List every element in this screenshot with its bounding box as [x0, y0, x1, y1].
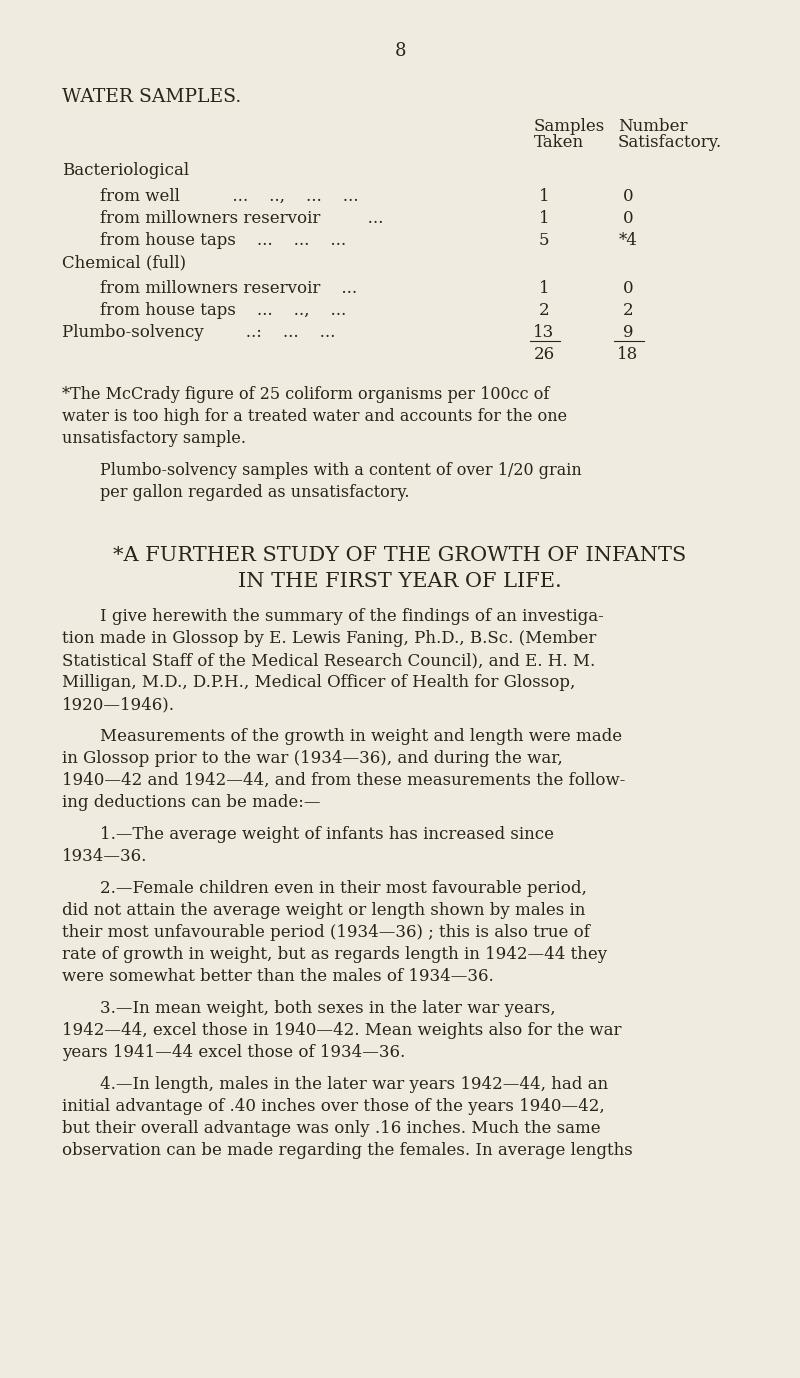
- Text: 1940—42 and 1942—44, and from these measurements the follow-: 1940—42 and 1942—44, and from these meas…: [62, 772, 626, 790]
- Text: 1: 1: [538, 209, 550, 227]
- Text: Taken: Taken: [534, 134, 584, 152]
- Text: tion made in Glossop by E. Lewis Faning, Ph.D., B.Sc. (Member: tion made in Glossop by E. Lewis Faning,…: [62, 630, 596, 648]
- Text: 1920—1946).: 1920—1946).: [62, 696, 175, 712]
- Text: 8: 8: [394, 41, 406, 61]
- Text: 1934—36.: 1934—36.: [62, 847, 147, 865]
- Text: *A FURTHER STUDY OF THE GROWTH OF INFANTS: *A FURTHER STUDY OF THE GROWTH OF INFANT…: [114, 546, 686, 565]
- Text: Statistical Staff of the Medical Research Council), and E. H. M.: Statistical Staff of the Medical Researc…: [62, 652, 595, 668]
- Text: 2.—Female children even in their most favourable period,: 2.—Female children even in their most fa…: [100, 881, 587, 897]
- Text: Chemical (full): Chemical (full): [62, 254, 186, 271]
- Text: 1942—44, excel those in 1940—42. Mean weights also for the war: 1942—44, excel those in 1940—42. Mean we…: [62, 1022, 622, 1039]
- Text: WATER SAMPLES.: WATER SAMPLES.: [62, 88, 242, 106]
- Text: 5: 5: [538, 232, 550, 249]
- Text: in Glossop prior to the war (1934—36), and during the war,: in Glossop prior to the war (1934—36), a…: [62, 750, 562, 768]
- Text: *4: *4: [618, 232, 638, 249]
- Text: IN THE FIRST YEAR OF LIFE.: IN THE FIRST YEAR OF LIFE.: [238, 572, 562, 591]
- Text: Measurements of the growth in weight and length were made: Measurements of the growth in weight and…: [100, 728, 622, 745]
- Text: from house taps    ...    ..,    ...: from house taps ... .., ...: [100, 302, 346, 318]
- Text: unsatisfactory sample.: unsatisfactory sample.: [62, 430, 246, 446]
- Text: Plumbo-solvency samples with a content of over 1/20 grain: Plumbo-solvency samples with a content o…: [100, 462, 582, 480]
- Text: ing deductions can be made:—: ing deductions can be made:—: [62, 794, 321, 812]
- Text: Satisfactory.: Satisfactory.: [618, 134, 722, 152]
- Text: 1: 1: [538, 187, 550, 205]
- Text: from millowners reservoir    ...: from millowners reservoir ...: [100, 280, 357, 298]
- Text: but their overall advantage was only .16 inches. Much the same: but their overall advantage was only .16…: [62, 1120, 601, 1137]
- Text: were somewhat better than the males of 1934—36.: were somewhat better than the males of 1…: [62, 967, 494, 985]
- Text: 18: 18: [618, 346, 638, 362]
- Text: 13: 13: [534, 324, 554, 340]
- Text: Plumbo-solvency        ..:    ...    ...: Plumbo-solvency ..: ... ...: [62, 324, 335, 340]
- Text: per gallon regarded as unsatisfactory.: per gallon regarded as unsatisfactory.: [100, 484, 410, 502]
- Text: Bacteriological: Bacteriological: [62, 163, 189, 179]
- Text: 0: 0: [622, 187, 634, 205]
- Text: 1: 1: [538, 280, 550, 298]
- Text: their most unfavourable period (1934—36) ; this is also true of: their most unfavourable period (1934—36)…: [62, 925, 590, 941]
- Text: initial advantage of .40 inches over those of the years 1940—42,: initial advantage of .40 inches over tho…: [62, 1098, 605, 1115]
- Text: 26: 26: [534, 346, 554, 362]
- Text: from well          ...    ..,    ...    ...: from well ... .., ... ...: [100, 187, 358, 205]
- Text: I give herewith the summary of the findings of an investiga-: I give herewith the summary of the findi…: [100, 608, 604, 626]
- Text: did not attain the average weight or length shown by males in: did not attain the average weight or len…: [62, 903, 586, 919]
- Text: Milligan, M.D., D.P.H., Medical Officer of Health for Glossop,: Milligan, M.D., D.P.H., Medical Officer …: [62, 674, 575, 690]
- Text: 2: 2: [622, 302, 634, 318]
- Text: 3.—In mean weight, both sexes in the later war years,: 3.—In mean weight, both sexes in the lat…: [100, 1000, 556, 1017]
- Text: 1.—The average weight of infants has increased since: 1.—The average weight of infants has inc…: [100, 825, 554, 843]
- Text: water is too high for a treated water and accounts for the one: water is too high for a treated water an…: [62, 408, 567, 424]
- Text: 4.—In length, males in the later war years 1942—44, had an: 4.—In length, males in the later war yea…: [100, 1076, 608, 1093]
- Text: from millowners reservoir         ...: from millowners reservoir ...: [100, 209, 383, 227]
- Text: 0: 0: [622, 280, 634, 298]
- Text: 2: 2: [538, 302, 550, 318]
- Text: observation can be made regarding the females. In average lengths: observation can be made regarding the fe…: [62, 1142, 633, 1159]
- Text: 9: 9: [622, 324, 634, 340]
- Text: rate of growth in weight, but as regards length in 1942—44 they: rate of growth in weight, but as regards…: [62, 947, 607, 963]
- Text: 0: 0: [622, 209, 634, 227]
- Text: years 1941—44 excel those of 1934—36.: years 1941—44 excel those of 1934—36.: [62, 1045, 406, 1061]
- Text: Samples: Samples: [534, 119, 606, 135]
- Text: *The McCrady figure of 25 coliform organisms per 100cc of: *The McCrady figure of 25 coliform organ…: [62, 386, 550, 402]
- Text: Number: Number: [618, 119, 687, 135]
- Text: from house taps    ...    ...    ...: from house taps ... ... ...: [100, 232, 346, 249]
